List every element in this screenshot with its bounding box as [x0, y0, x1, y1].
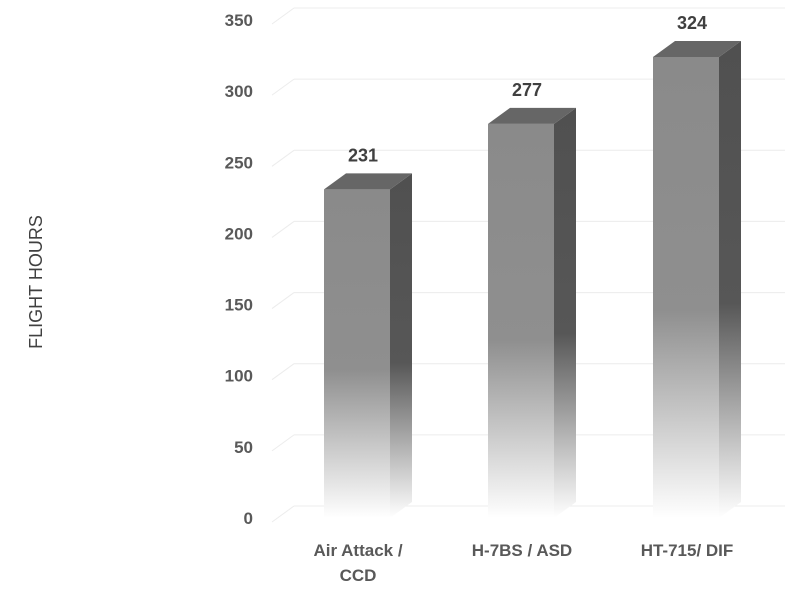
bar-front	[488, 123, 554, 519]
data-label: 231	[348, 145, 378, 165]
gridline-depth	[271, 149, 295, 167]
bar: 231	[324, 145, 412, 518]
y-tick-label: 150	[225, 296, 253, 315]
x-axis-labels: Air Attack / CCD H-7BS / ASD HT-715/ DIF	[313, 541, 733, 585]
gridline-depth	[271, 221, 295, 238]
x-tick-label: H-7BS / ASD	[472, 541, 572, 560]
gridline-depth	[271, 78, 295, 96]
bar-side	[390, 173, 412, 518]
bars: 231 277 324	[324, 13, 741, 519]
x-tick-label: CCD	[340, 566, 377, 585]
gridline-depth	[271, 7, 295, 25]
y-axis-title: FLIGHT HOURS	[26, 215, 46, 349]
gridline-depth	[271, 292, 295, 309]
bar: 277	[488, 80, 576, 519]
y-tick-label: 50	[234, 438, 253, 457]
gridline-depth	[271, 434, 295, 452]
gridline-depth	[271, 505, 295, 523]
bar-top	[488, 107, 576, 124]
bar-top	[653, 40, 741, 57]
bar-top	[324, 173, 412, 190]
data-label: 277	[512, 80, 542, 100]
gridline-depth	[271, 363, 295, 381]
bar-side	[554, 107, 576, 519]
y-tick-label: 200	[225, 224, 253, 243]
bar-front	[653, 56, 719, 518]
bar-front	[324, 189, 390, 518]
y-tick-label: 250	[225, 153, 253, 172]
bar: 324	[653, 13, 741, 518]
bar-side	[719, 40, 741, 518]
y-tick-label: 350	[225, 11, 253, 30]
y-axis-ticks: 0 50 100 150 200 250 300 350	[225, 11, 253, 528]
y-tick-label: 300	[225, 82, 253, 101]
y-tick-label: 0	[244, 509, 253, 528]
x-tick-label: Air Attack /	[313, 541, 402, 560]
y-tick-label: 100	[225, 367, 253, 386]
data-label: 324	[677, 13, 707, 33]
x-tick-label: HT-715/ DIF	[641, 541, 734, 560]
